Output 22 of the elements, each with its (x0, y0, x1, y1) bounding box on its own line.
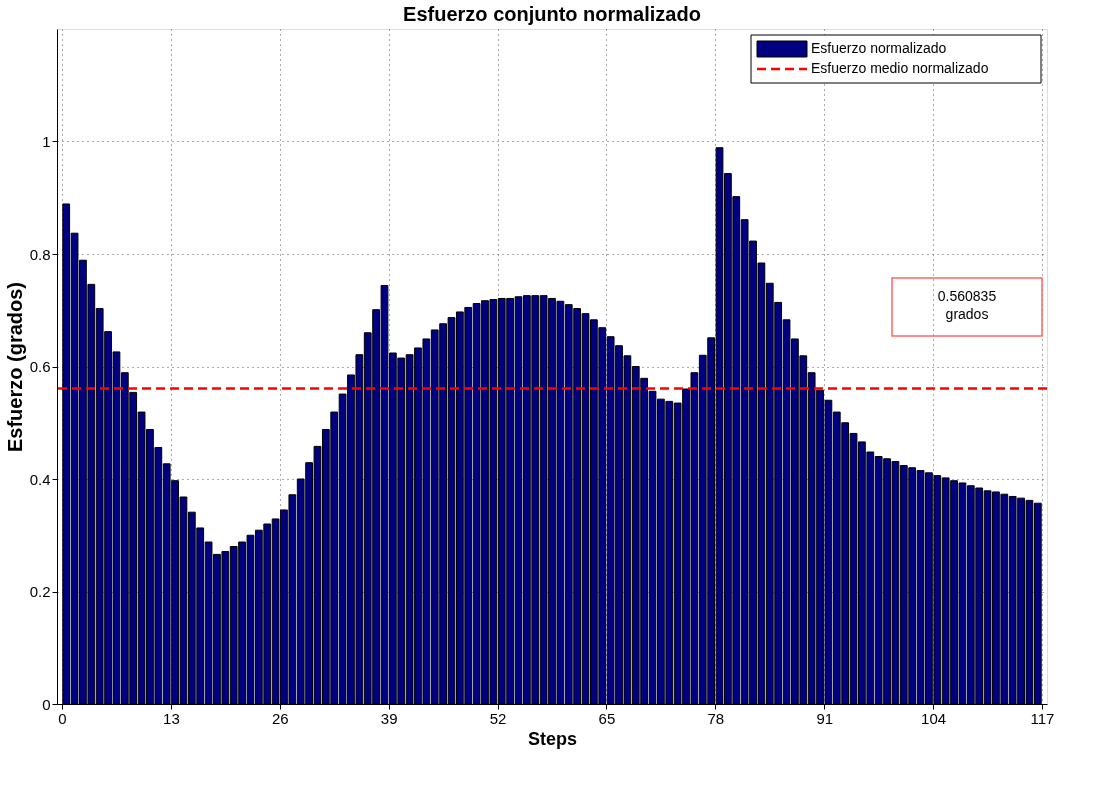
x-tick-label: 78 (707, 709, 725, 727)
annotation: 0.560835 grados (937, 288, 997, 322)
x-tick-label: 52 (489, 709, 507, 727)
x-tick-label: 104 (921, 709, 947, 727)
y-tick-label: 0 (42, 695, 51, 713)
x-tick-label: 65 (598, 709, 616, 727)
legend-label: Esfuerzo medio normalizado (811, 60, 989, 76)
y-tick-label: 1 (42, 133, 51, 150)
legend-label: Esfuerzo normalizado (811, 40, 947, 56)
y-tick-label: 0.2 (29, 583, 51, 600)
x-tick-label: 13 (163, 709, 180, 727)
x-axis-title: Steps (527, 728, 578, 749)
chart-title: Esfuerzo conjunto normalizado (403, 3, 701, 25)
y-axis-title: Esfuerzo (grados) (3, 281, 26, 453)
x-tick-label: 91 (816, 709, 834, 727)
x-tick-label: 0 (58, 709, 67, 727)
x-tick-label: 26 (271, 709, 289, 727)
y-tick-label: 0.8 (29, 245, 51, 263)
y-tick-label: 0.6 (29, 358, 51, 375)
x-tick-label: 117 (1030, 709, 1055, 727)
y-tick-label: 0.4 (29, 470, 51, 488)
x-tick-label: 39 (380, 709, 398, 727)
